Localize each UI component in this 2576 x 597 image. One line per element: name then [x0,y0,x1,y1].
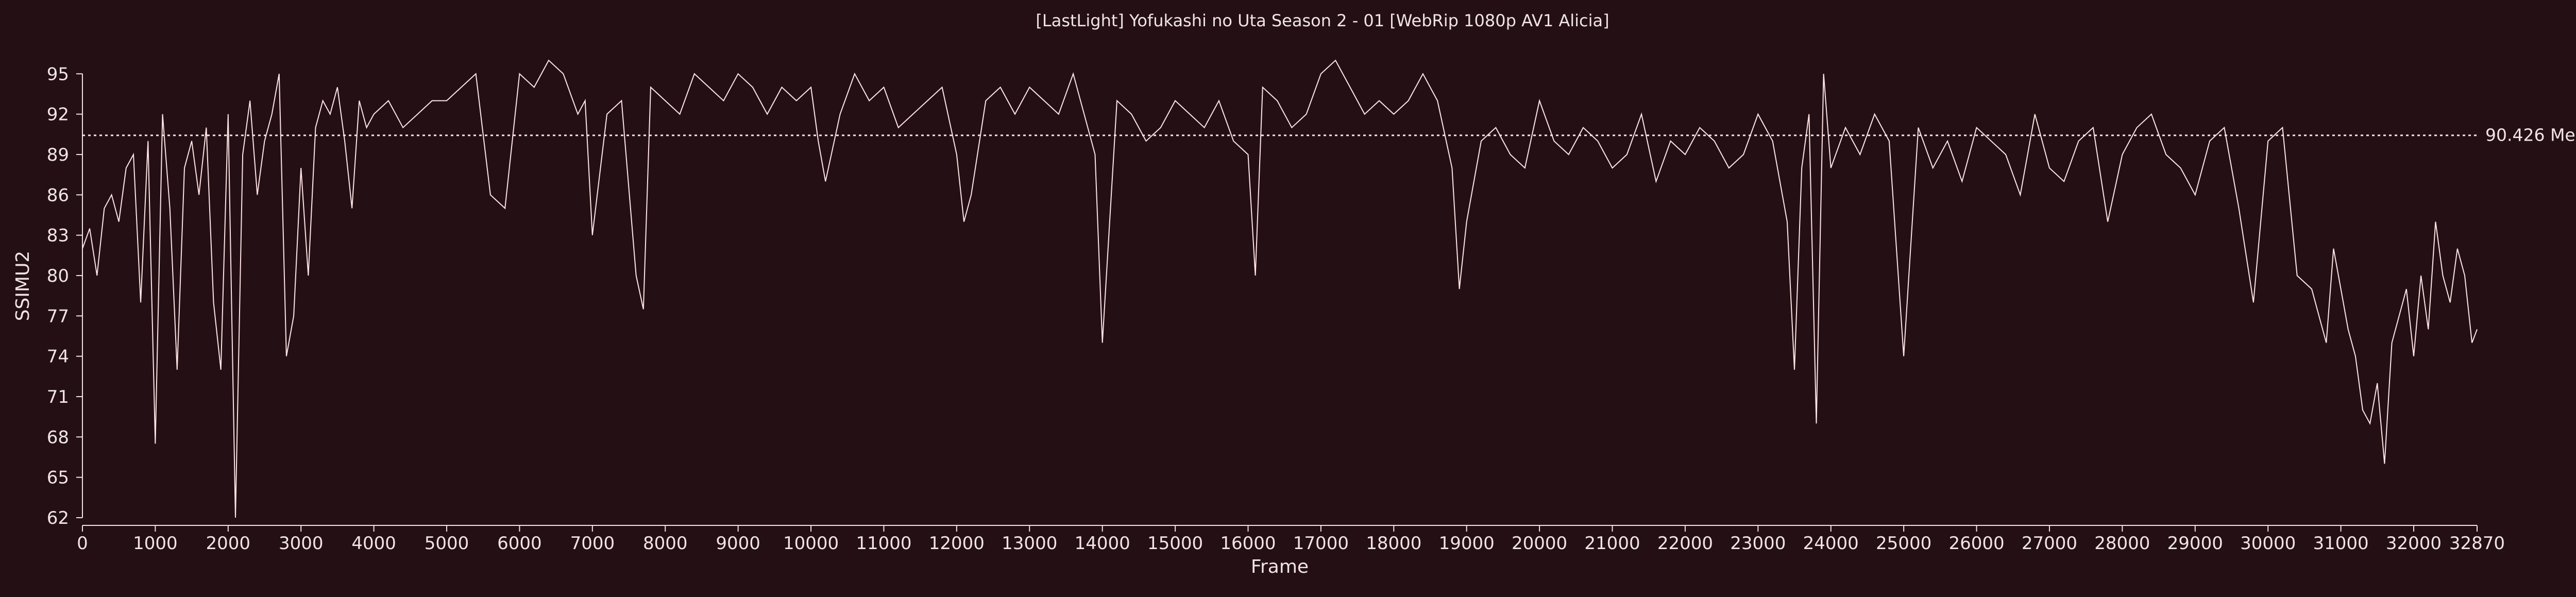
x-tick-label: 32870 [2449,533,2505,554]
x-tick-label: 7000 [570,533,615,554]
series-line-ssimu2 [82,59,2478,518]
y-tick-label: 92 [47,105,69,125]
x-tick-label: 26000 [1948,533,2004,554]
y-tick-label: 68 [47,427,69,448]
x-tick-label: 21000 [1584,533,1640,554]
x-tick-label: 2000 [206,533,251,554]
y-tick-label: 80 [47,266,69,286]
y-tick-label: 83 [47,226,69,246]
x-tick-label: 15000 [1147,533,1203,554]
x-tick-label: 17000 [1293,533,1349,554]
x-tick-label: 4000 [351,533,396,554]
x-tick-label: 5000 [425,533,469,554]
y-tick-label: 86 [47,185,69,206]
x-tick-label: 13000 [1002,533,1057,554]
x-tick-label: 20000 [1512,533,1567,554]
y-axis: 62 65 68 71 74 77 80 83 86 89 92 95 [47,64,83,528]
x-tick-label: 30000 [2240,533,2296,554]
x-tick-label: 14000 [1075,533,1130,554]
x-tick-label: 8000 [643,533,688,554]
x-tick-label: 3000 [279,533,324,554]
chart-title: [LastLight] Yofukashi no Uta Season 2 - … [1036,11,1609,30]
x-tick-label: 29000 [2167,533,2223,554]
y-tick-label: 71 [47,387,69,407]
y-tick-label: 77 [47,306,69,327]
x-tick-label: 22000 [1657,533,1713,554]
x-axis: 0 1000 2000 3000 4000 5000 6000 7000 8000 9000 100… [77,525,2505,554]
y-tick-label: 74 [47,347,69,367]
x-tick-label: 28000 [2094,533,2150,554]
x-tick-label: 25000 [1876,533,1931,554]
x-tick-label: 27000 [2022,533,2077,554]
x-tick-label: 0 [77,533,88,554]
x-tick-label: 1000 [133,533,178,554]
y-tick-label: 89 [47,145,69,165]
x-tick-label: 9000 [716,533,760,554]
y-tick-label: 62 [47,508,69,528]
y-tick-label: 65 [47,468,69,488]
y-axis-label: SSIMU2 [12,251,33,321]
x-tick-label: 10000 [783,533,839,554]
x-axis-label: Frame [1251,556,1309,577]
y-tick-label: 95 [47,64,69,84]
x-tick-label: 18000 [1366,533,1421,554]
median-label: 90.426 Median [2485,125,2576,145]
x-tick-label: 31000 [2313,533,2368,554]
x-tick-label: 6000 [497,533,542,554]
x-tick-label: 11000 [856,533,911,554]
x-tick-label: 23000 [1730,533,1786,554]
x-tick-label: 12000 [929,533,985,554]
x-tick-label: 16000 [1220,533,1276,554]
x-tick-label: 24000 [1803,533,1859,554]
x-tick-label: 32000 [2386,533,2442,554]
x-tick-label: 19000 [1439,533,1495,554]
